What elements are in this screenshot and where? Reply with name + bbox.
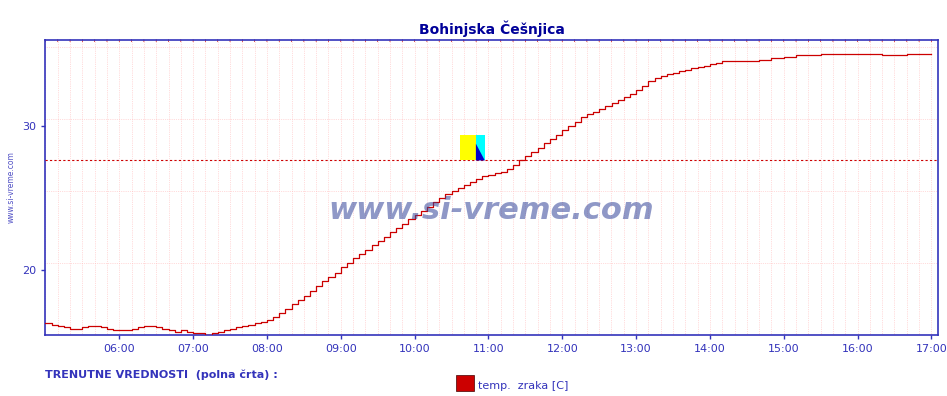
Text: www.si-vreme.com: www.si-vreme.com [7,151,16,223]
Text: temp.  zraka [C]: temp. zraka [C] [478,381,568,391]
Title: Bohinjska Češnjica: Bohinjska Češnjica [419,21,564,37]
Text: www.si-vreme.com: www.si-vreme.com [329,196,654,225]
Bar [476,135,485,160]
Bar [459,135,476,160]
Polygon shape [476,144,485,160]
Text: TRENUTNE VREDNOSTI  (polna črta) :: TRENUTNE VREDNOSTI (polna črta) : [45,370,278,380]
